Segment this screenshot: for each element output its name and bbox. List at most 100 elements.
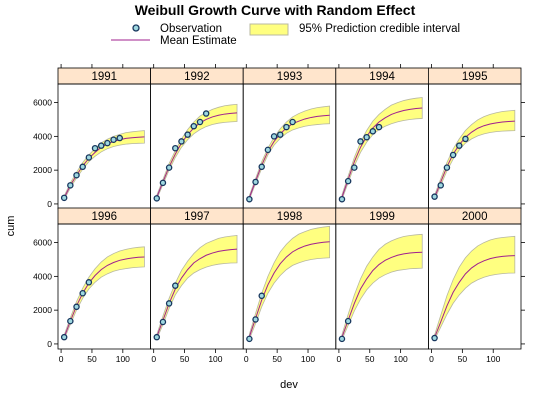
panel-1993: 1993 [242,67,337,210]
panel-frame [427,83,522,210]
credible-interval-band [341,97,423,200]
x-tick-label: 50 [272,354,282,364]
observation-point [456,142,463,149]
observation-point [178,138,185,145]
panel-strip-label: 1997 [184,211,210,223]
x-tick-label: 0 [337,354,342,364]
x-tick-label: 0 [59,354,64,364]
panel-1999: 1999 [335,207,429,350]
panel-strip-label: 1996 [92,211,118,223]
x-tick-label: 100 [394,354,408,364]
observation-point [283,123,290,131]
x-axis-label: dev [280,379,298,391]
observation-point [270,133,278,140]
observation-point [431,334,438,342]
observation-point [437,182,444,189]
mean-estimate-line [434,255,515,338]
observation-point [165,300,173,307]
y-tick-label: 4000 [33,131,52,141]
x-tick-label: 0 [151,354,156,364]
panel-2000: 2000 [427,207,522,350]
panel-strip-label: 1999 [369,211,395,223]
legend-observation-marker [132,24,140,32]
y-tick-label: 6000 [33,238,52,248]
panel-frame [242,83,337,210]
observation-point [91,144,99,152]
panel-1992: 1992 [150,67,244,210]
observation-point [196,118,204,126]
observation-point [276,131,284,138]
x-tick-label: 100 [116,354,130,364]
observation-point [246,335,253,343]
y-tick-label: 0 [47,339,52,349]
panel-1996: 1996 [57,207,151,350]
x-tick-label: 100 [301,354,315,364]
observation-point [79,290,86,297]
axes: 0 2000 4000 6000 0 50 100 0 2000 4000 6000 0 50 100 0 5… [33,64,525,364]
mean-estimate-line [341,107,423,198]
panel-1994: 1994 [335,67,429,210]
legend-interval-label: 95% Prediction credible interval [299,23,460,35]
panel-1997: 1997 [150,207,244,350]
mean-estimate-line [248,114,330,198]
observation-point [67,182,74,189]
credible-interval-band [63,130,145,200]
observation-point [165,164,173,171]
credible-interval-band [248,225,331,340]
observation-point [258,163,265,171]
credible-interval-band [248,105,331,200]
observation-point [246,195,253,203]
observation-point [116,134,123,142]
observation-point [159,318,167,326]
panel-1995: 1995 [427,67,522,210]
x-tick-label: 50 [365,354,375,364]
panel-strip-label: 2000 [462,211,488,223]
legend-observation-label: Observation [160,23,222,35]
panel-strip-label: 1995 [462,71,488,83]
observation-point [443,164,451,171]
observation-point [110,136,117,143]
legend-mean-label: Mean Estimate [160,35,237,47]
observation-point [73,171,80,179]
observation-point [351,164,358,171]
panel-frame [150,83,244,210]
observation-point [357,138,364,145]
observation-point [172,144,179,152]
observation-point [202,110,210,117]
x-tick-label: 0 [244,354,249,364]
observation-point [338,195,346,203]
observation-point [264,146,272,154]
observation-point [190,122,198,130]
panel-1998: 1998 [242,207,337,350]
observation-point [375,123,383,131]
observation-point [153,195,161,202]
observation-point [462,135,469,143]
panel-1991: 1991 [57,67,151,210]
observation-point [67,317,74,325]
observation-point [79,163,86,171]
observation-point [252,178,259,186]
credible-interval-band [434,235,516,340]
x-tick-label: 50 [87,354,97,364]
credible-interval-band [341,233,423,340]
panel-strip-label: 1992 [184,71,210,83]
panel-grid: 1991 1992 1993 1994 1995 1996 1997 1998 1999 2000 [57,67,522,350]
observation-point [85,279,93,286]
observation-point [344,177,352,185]
y-tick-label: 6000 [33,98,52,108]
observation-point [97,142,105,149]
panel-strip-label: 1998 [277,211,303,223]
observation-point [258,292,265,300]
legend-interval-swatch [249,23,289,36]
credible-interval-band [434,109,516,200]
x-tick-label: 50 [458,354,468,364]
y-tick-label: 2000 [33,165,52,175]
panel-strip-label: 1991 [92,71,118,83]
observation-point [449,151,457,159]
credible-interval-band [156,103,238,200]
observation-point [184,131,191,138]
observation-point [289,118,296,126]
chart-title: Weibull Growth Curve with Random Effect [135,2,416,18]
credible-interval-band [156,235,238,340]
